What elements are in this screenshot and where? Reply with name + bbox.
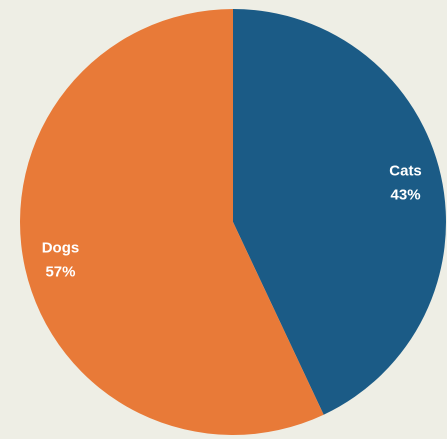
slice-value-label: 57% [45, 264, 75, 281]
slice-label: Dogs [42, 240, 80, 257]
pie-slice [19, 9, 324, 435]
slice-label: Cats [389, 162, 422, 179]
slice-value-label: 43% [391, 186, 421, 203]
pie-slice [233, 9, 446, 415]
